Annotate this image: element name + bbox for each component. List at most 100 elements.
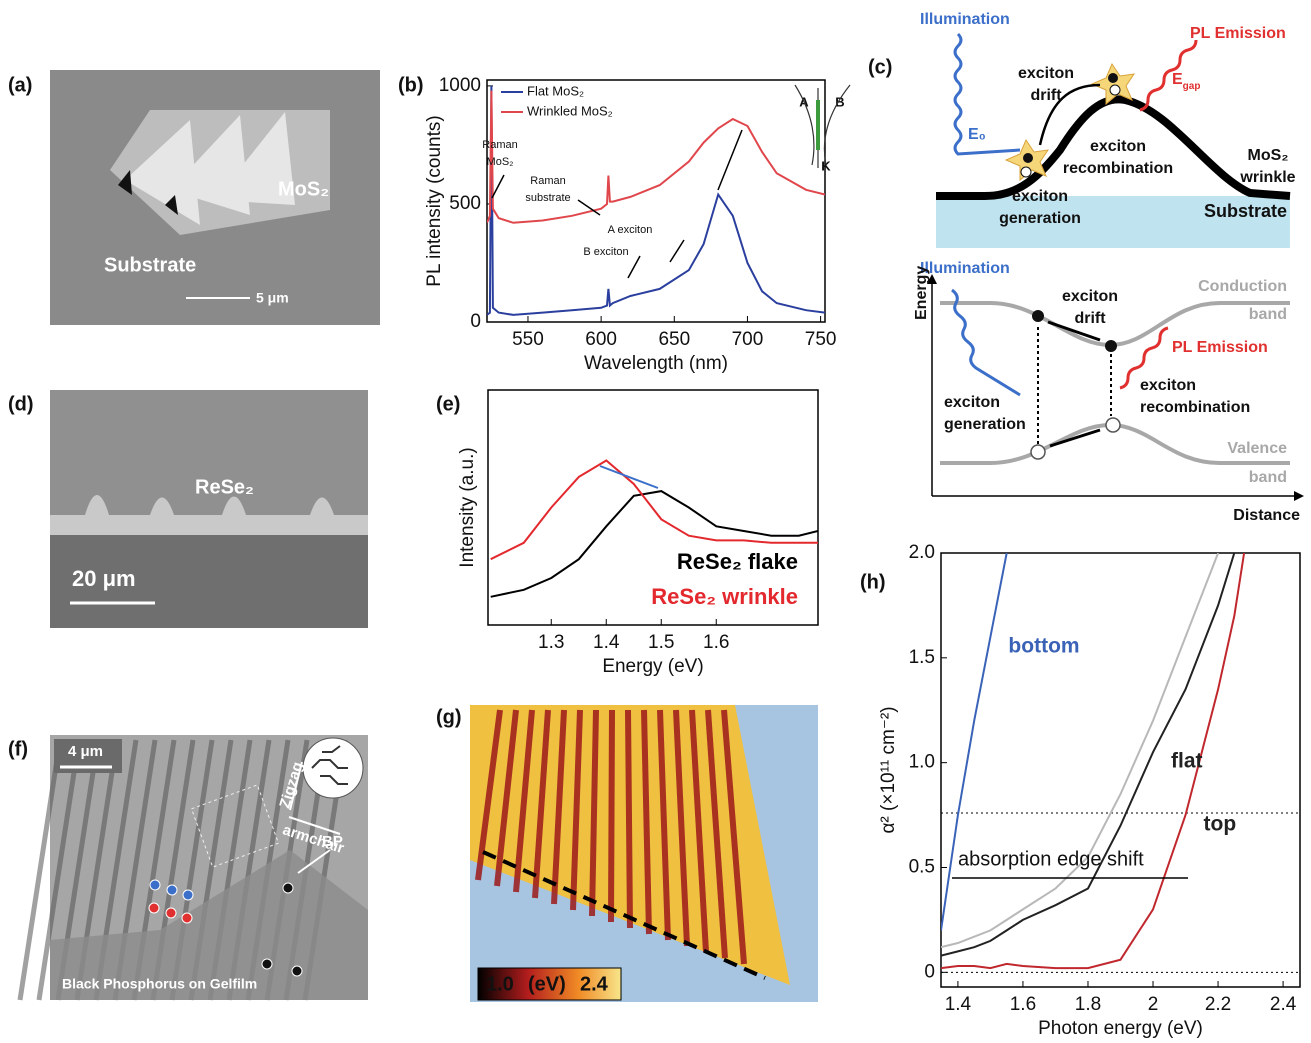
dot [149,903,159,913]
label: exciton [944,394,1000,411]
label: PL Emission [1190,25,1286,42]
annotation: B exciton [583,246,628,258]
annotation-arrow [628,256,640,278]
label: band [1249,306,1287,323]
label: exciton [1090,138,1146,155]
x-tick-label: 1.8 [1075,994,1101,1015]
illumination-wave [955,34,1020,154]
annotation-arrow [718,130,742,190]
dot [167,885,177,895]
y-tick-label: 1.0 [909,752,935,773]
series-line [941,553,1007,930]
label: recombination [1140,399,1250,416]
axis-label: Distance [1233,507,1300,524]
sem-image-d: ReSe₂ 20 μm [50,390,368,628]
x-tick-label: 550 [512,329,544,350]
x-tick-label: 1.6 [1010,994,1036,1015]
caption: Black Phosphorus on Gelfilm [62,976,257,992]
shift-arrow [600,466,658,488]
label: Illumination [920,260,1010,277]
electron [1105,340,1117,352]
x-tick-label: 650 [658,329,690,350]
x-tick-label: 2.4 [1270,994,1297,1015]
colorbar-label: 1.0 [486,973,514,995]
label: exciton [1062,288,1118,305]
x-axis-label: Energy (eV) [602,656,703,677]
label: Illumination [920,11,1010,28]
label: recombination [1063,160,1173,177]
legend-label: ReSe₂ wrinkle [651,584,798,609]
stripe [611,710,612,922]
panel-label: (c) [868,56,892,78]
label: E₀ [968,126,986,143]
hole [1031,445,1045,459]
map-g: 1.0 (eV) 2.4 [470,705,818,1002]
chart: 1.41.61.822.22.400.51.01.52.0Photon ener… [878,542,1300,1039]
panel-label: (b) [398,74,424,96]
electron [1108,73,1118,83]
x-axis-label: Photon energy (eV) [1038,1018,1203,1039]
label: Valence [1227,440,1287,457]
diagram-c-bottom: Illumination exciton drift Conduction ba… [913,260,1304,524]
x-tick-label: 1.6 [703,632,729,653]
annotation: K [821,158,831,173]
label: Egap [1172,71,1200,91]
annotation: A exciton [608,224,653,236]
emission-wave [1140,40,1196,110]
stripe [592,710,596,916]
dot [183,890,193,900]
panel-label: (g) [436,706,462,728]
annotation: B [835,94,844,109]
label: generation [944,416,1026,433]
dot [182,913,192,923]
label: band [1249,469,1287,486]
electron [1023,153,1033,163]
y-tick-label: 1000 [439,75,481,96]
dot [292,966,302,976]
image-text: MoS₂ [278,178,329,200]
diagram-c-top: Illumination PL Emission E₀ Egap exciton… [920,11,1296,248]
legend-label: ReSe₂ flake [677,549,798,574]
label: E [1172,71,1183,88]
label: MoS₂ [1248,147,1289,164]
panel-label: (d) [8,393,34,415]
label: Conduction [1198,278,1287,295]
annotation: MoS₂ [487,156,514,168]
x-tick-label: 600 [585,329,617,350]
x-tick-label: 1.4 [945,994,972,1015]
label: PL Emission [1172,339,1268,356]
electron [1032,310,1044,322]
panel-label: (h) [860,571,886,593]
label: gap [1183,81,1201,92]
hole [1110,85,1120,95]
annotation: substrate [525,192,570,204]
label: drift [1074,310,1106,327]
series-line [491,461,818,560]
sem-image-a: MoS₂ Substrate 5 μm [50,70,380,325]
y-axis-label: Intensity (a.u.) [457,447,478,567]
x-tick-label: 700 [732,329,764,350]
label: exciton [1018,65,1074,82]
dot [150,880,160,890]
x-axis-label: Wavelength (nm) [584,353,728,374]
image-text: Substrate [104,254,196,276]
label: drift [1030,87,1062,104]
scale-text: 20 μm [72,566,136,591]
legend-label: Wrinkled MoS₂ [527,103,613,118]
image-text: BP [322,833,343,850]
label: exciton [1140,377,1196,394]
label: exciton [1012,188,1068,205]
x-tick-label: 2 [1148,994,1159,1015]
colorbar-label: 2.4 [580,973,609,995]
y-axis-label: α² (×10¹¹ cm⁻²) [878,706,899,833]
y-tick-label: 0 [470,311,481,332]
panel-label: (a) [8,74,32,96]
annotation: absorption edge shift [958,848,1144,870]
y-tick-label: 0 [924,961,935,982]
plot-area [941,553,1300,972]
figure: (a) (b) (c) (d) (e) (f) (g) (h) MoS₂ Sub… [0,0,1311,1043]
series-line [491,491,818,597]
label: generation [999,210,1081,227]
axis-arrow [927,274,1304,501]
y-tick-label: 0.5 [909,857,935,878]
